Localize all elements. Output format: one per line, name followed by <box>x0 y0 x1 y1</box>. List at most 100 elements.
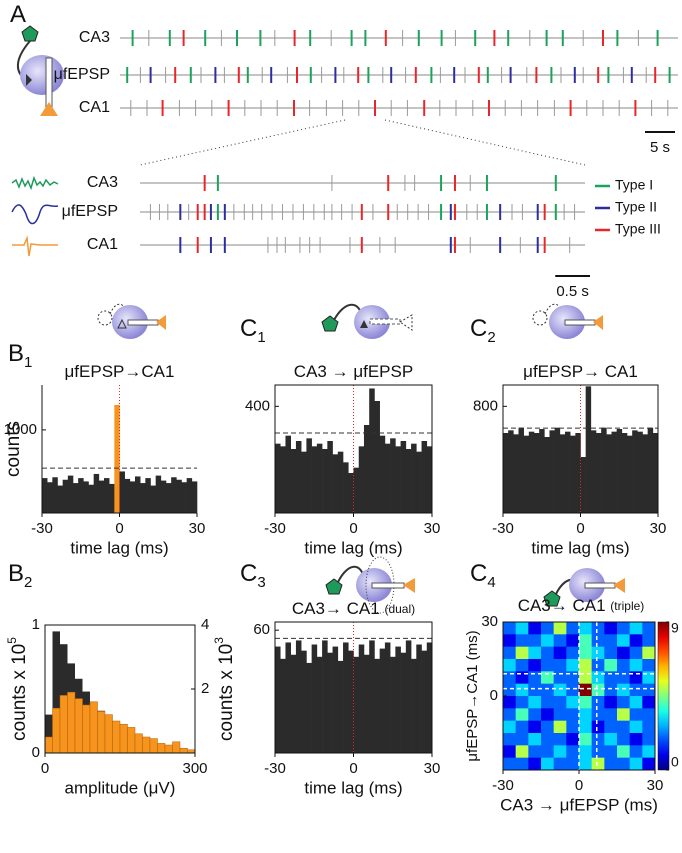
text-part: 4 <box>487 574 495 591</box>
bar <box>104 478 110 513</box>
bar <box>322 449 328 513</box>
y-tick-label: 1 <box>32 616 40 633</box>
x-tick-label: 0 <box>576 520 584 537</box>
bar <box>642 434 648 513</box>
heat-cell <box>553 696 567 709</box>
heat-cell <box>642 708 656 722</box>
y-tick-label: 4 <box>201 616 209 633</box>
text-part: 1 <box>257 329 265 346</box>
heat-cell <box>503 696 517 709</box>
bar <box>369 640 375 753</box>
heat-cell <box>579 683 593 697</box>
heat-cell <box>528 634 542 648</box>
bar <box>306 438 312 513</box>
bar <box>301 650 307 753</box>
bar <box>98 480 105 513</box>
heat-cell <box>553 683 567 697</box>
bar <box>570 435 576 513</box>
heat-cell <box>528 622 542 635</box>
heat-cell <box>515 733 529 746</box>
row-label: μfEPSP <box>54 66 110 83</box>
bar <box>337 451 344 513</box>
bar <box>311 446 318 513</box>
heat-cell <box>591 708 605 722</box>
heat-cell <box>591 720 605 734</box>
heat-cell <box>579 696 593 709</box>
bar <box>119 723 128 754</box>
neuron-icon <box>543 568 625 607</box>
bar <box>275 443 281 513</box>
bar <box>596 433 602 513</box>
x-tick-label: 30 <box>424 760 441 777</box>
x-tick-label: -30 <box>492 777 514 794</box>
bar <box>295 640 302 753</box>
scale-bar-label: 0.5 s <box>556 283 589 300</box>
heat-cell <box>629 733 643 746</box>
bar <box>353 467 360 513</box>
heat-cell <box>528 708 542 722</box>
bar <box>374 658 380 753</box>
heat-cell <box>503 683 517 697</box>
panel-label: A <box>10 1 26 28</box>
heat-cell <box>642 622 656 635</box>
x-tick-label: 0 <box>349 520 357 537</box>
y-tick-label: 800 <box>473 397 498 414</box>
x-tick-label: 300 <box>182 760 207 777</box>
heat-cell <box>503 757 517 771</box>
bar <box>67 691 76 754</box>
bar <box>45 714 53 753</box>
bar <box>585 386 592 513</box>
heat-cell <box>515 720 529 734</box>
bar <box>52 707 61 754</box>
heat-cell <box>617 745 631 759</box>
bar <box>337 660 344 753</box>
bar <box>384 642 391 753</box>
heat-cell <box>617 659 631 672</box>
x-tick-label: 30 <box>650 520 667 537</box>
bar <box>518 427 524 513</box>
x-axis-label: time lag (ms) <box>304 778 402 797</box>
chart-title: μfEPSP→CA1 <box>65 362 175 381</box>
row-label: CA1 <box>79 99 110 116</box>
bar <box>145 478 151 513</box>
x-tick-label: 0 <box>575 777 583 794</box>
bar <box>606 434 612 513</box>
bar <box>416 451 422 513</box>
heat-cell <box>629 634 643 648</box>
heat-cell <box>503 646 517 660</box>
bar <box>590 430 597 513</box>
heat-cell <box>528 745 542 759</box>
bar <box>416 644 422 753</box>
panel-label: B1 <box>8 340 32 371</box>
heat-cell <box>604 671 618 685</box>
heat-cell <box>629 683 643 697</box>
text-part: counts x 10 <box>216 644 237 741</box>
heat-cell <box>528 733 542 746</box>
heat-cell <box>553 671 567 685</box>
panel-label: C3 <box>240 560 266 591</box>
panel-label: C2 <box>470 315 496 346</box>
neuron-icon <box>532 303 603 339</box>
bar <box>59 695 68 754</box>
bar <box>89 701 98 754</box>
bar <box>295 441 302 513</box>
heat-cell <box>642 683 656 697</box>
bar <box>621 433 628 513</box>
bar <box>171 477 177 513</box>
y2-axis-label: counts x 103 <box>212 637 237 741</box>
heat-cell <box>617 708 631 722</box>
bar <box>166 483 172 513</box>
heat-cell <box>629 646 643 660</box>
heat-cell <box>591 622 605 635</box>
heat-cell <box>566 757 580 771</box>
heat-cell <box>503 659 517 672</box>
heat-cell <box>566 683 580 697</box>
x-tick-label: 0 <box>41 760 49 777</box>
heat-cell <box>579 622 593 635</box>
bar <box>395 646 401 753</box>
bar <box>149 738 158 754</box>
heat-cell <box>617 733 631 746</box>
heat-cell <box>515 708 529 722</box>
heat-cell <box>541 757 555 771</box>
